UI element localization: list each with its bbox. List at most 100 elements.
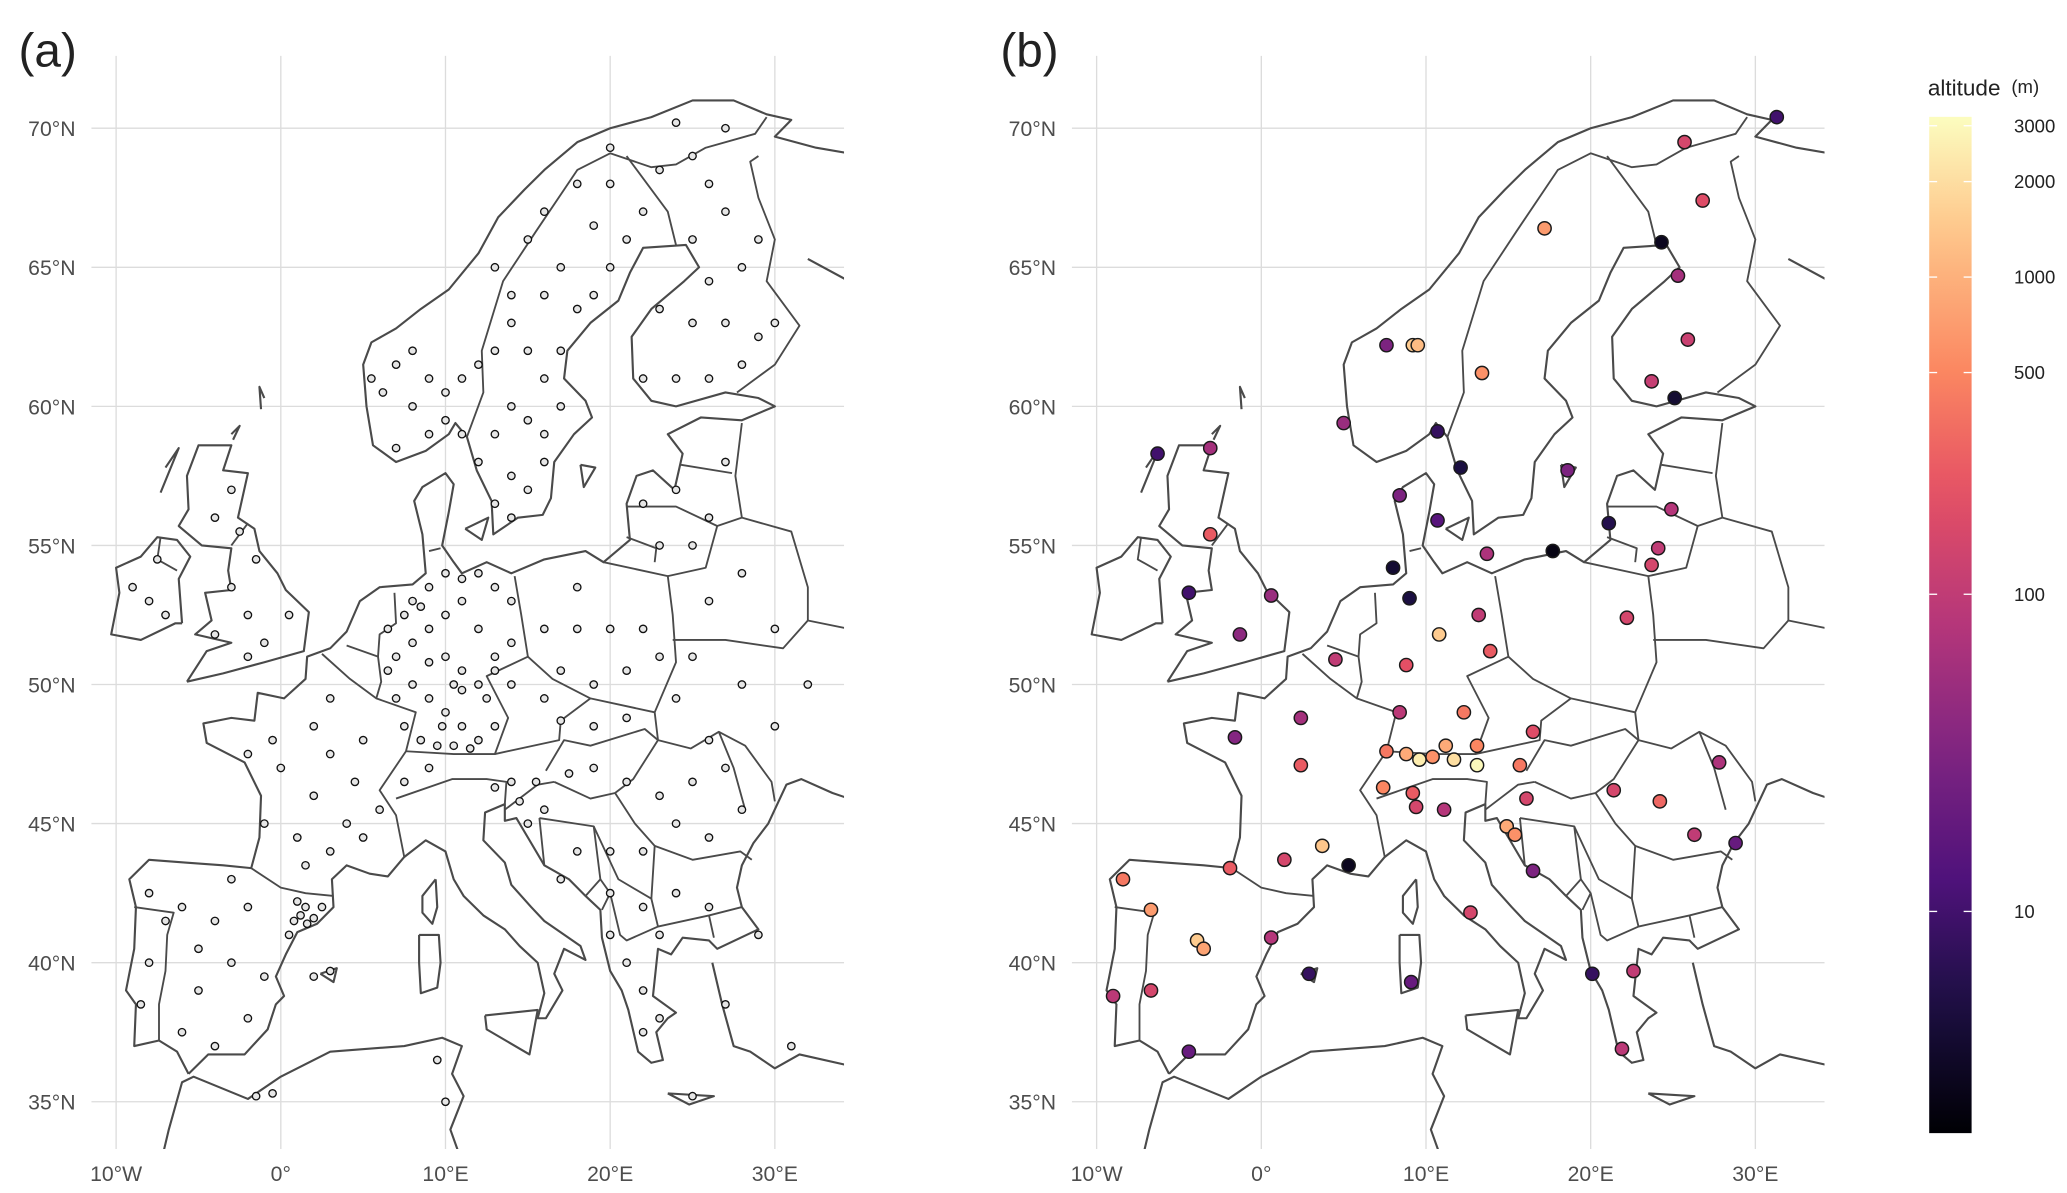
station xyxy=(1446,752,1462,767)
station xyxy=(1482,643,1498,659)
border xyxy=(1386,575,1510,755)
station xyxy=(1471,607,1487,623)
station xyxy=(490,262,500,272)
border xyxy=(1653,619,1825,650)
station xyxy=(622,666,632,675)
x-tick-label: 30°E xyxy=(752,1163,798,1186)
station xyxy=(325,694,335,703)
station xyxy=(539,694,549,703)
station xyxy=(144,888,154,898)
station xyxy=(1677,134,1692,150)
station xyxy=(302,919,312,929)
coastline xyxy=(1647,1092,1696,1106)
stations xyxy=(128,118,813,1107)
station xyxy=(408,596,417,606)
station xyxy=(531,777,541,787)
station xyxy=(1711,755,1727,770)
station xyxy=(424,657,434,667)
border xyxy=(1606,155,1658,246)
station xyxy=(1301,966,1317,982)
station xyxy=(564,769,574,778)
station xyxy=(1293,757,1309,773)
station xyxy=(704,513,714,522)
station xyxy=(1606,782,1622,798)
border xyxy=(1722,516,1790,621)
station xyxy=(1263,588,1279,603)
station xyxy=(704,735,714,745)
station xyxy=(243,902,253,912)
border xyxy=(1580,878,1592,911)
map-lines xyxy=(1090,99,1825,1150)
station xyxy=(301,860,310,870)
station xyxy=(671,374,681,383)
station xyxy=(754,930,763,940)
station xyxy=(506,401,516,411)
coastline xyxy=(1105,99,1825,1075)
border xyxy=(1570,561,1658,714)
station xyxy=(1469,757,1485,773)
station xyxy=(490,429,500,439)
coastline xyxy=(1691,962,1825,1070)
station xyxy=(1392,704,1407,720)
station xyxy=(605,624,615,634)
y-tick-label: 65°N xyxy=(1009,257,1056,280)
border xyxy=(1326,644,1363,699)
station xyxy=(317,902,327,912)
coastline xyxy=(1787,257,1825,280)
border xyxy=(1606,536,1638,563)
station xyxy=(737,360,747,370)
station xyxy=(1695,193,1711,208)
colorbar-label: 3000 xyxy=(2014,115,2055,136)
station xyxy=(539,290,549,300)
station xyxy=(786,1041,796,1051)
station xyxy=(342,819,352,828)
station xyxy=(1512,757,1528,773)
border xyxy=(1589,892,1639,942)
station xyxy=(539,624,549,634)
coastline xyxy=(579,463,597,489)
station xyxy=(251,554,261,564)
station xyxy=(1560,462,1575,478)
station xyxy=(1507,827,1523,843)
station xyxy=(408,638,417,648)
station xyxy=(1222,860,1238,876)
y-tick-label: 65°N xyxy=(28,257,75,280)
border xyxy=(494,655,592,755)
station xyxy=(1227,730,1243,745)
station xyxy=(284,930,294,940)
station xyxy=(638,499,648,509)
station xyxy=(688,318,697,328)
station xyxy=(227,582,236,592)
station xyxy=(1263,930,1279,945)
station xyxy=(457,574,467,584)
y-tick-label: 70°N xyxy=(28,118,75,141)
border xyxy=(1525,728,1640,800)
coastline xyxy=(1143,1036,1446,1150)
coastline xyxy=(1090,536,1172,642)
station xyxy=(1650,540,1666,556)
station xyxy=(268,735,277,745)
y-tick-label: 55°N xyxy=(28,535,75,558)
station xyxy=(638,1027,648,1037)
station xyxy=(457,429,467,439)
station xyxy=(1614,1041,1630,1057)
coastline xyxy=(110,536,192,642)
station xyxy=(424,429,434,439)
station xyxy=(490,652,500,662)
station xyxy=(688,541,697,550)
station xyxy=(556,262,566,272)
station xyxy=(325,749,335,759)
station xyxy=(243,652,253,662)
station xyxy=(572,624,582,634)
station xyxy=(1115,871,1131,887)
station xyxy=(259,972,269,981)
border xyxy=(1357,592,1378,657)
y-tick-label: 40°N xyxy=(1009,953,1056,976)
border xyxy=(1376,778,1488,805)
station xyxy=(210,630,220,639)
station xyxy=(210,916,220,926)
border xyxy=(466,116,768,438)
border xyxy=(614,792,656,899)
y-tick-label: 50°N xyxy=(1009,674,1056,697)
station xyxy=(1667,390,1683,406)
